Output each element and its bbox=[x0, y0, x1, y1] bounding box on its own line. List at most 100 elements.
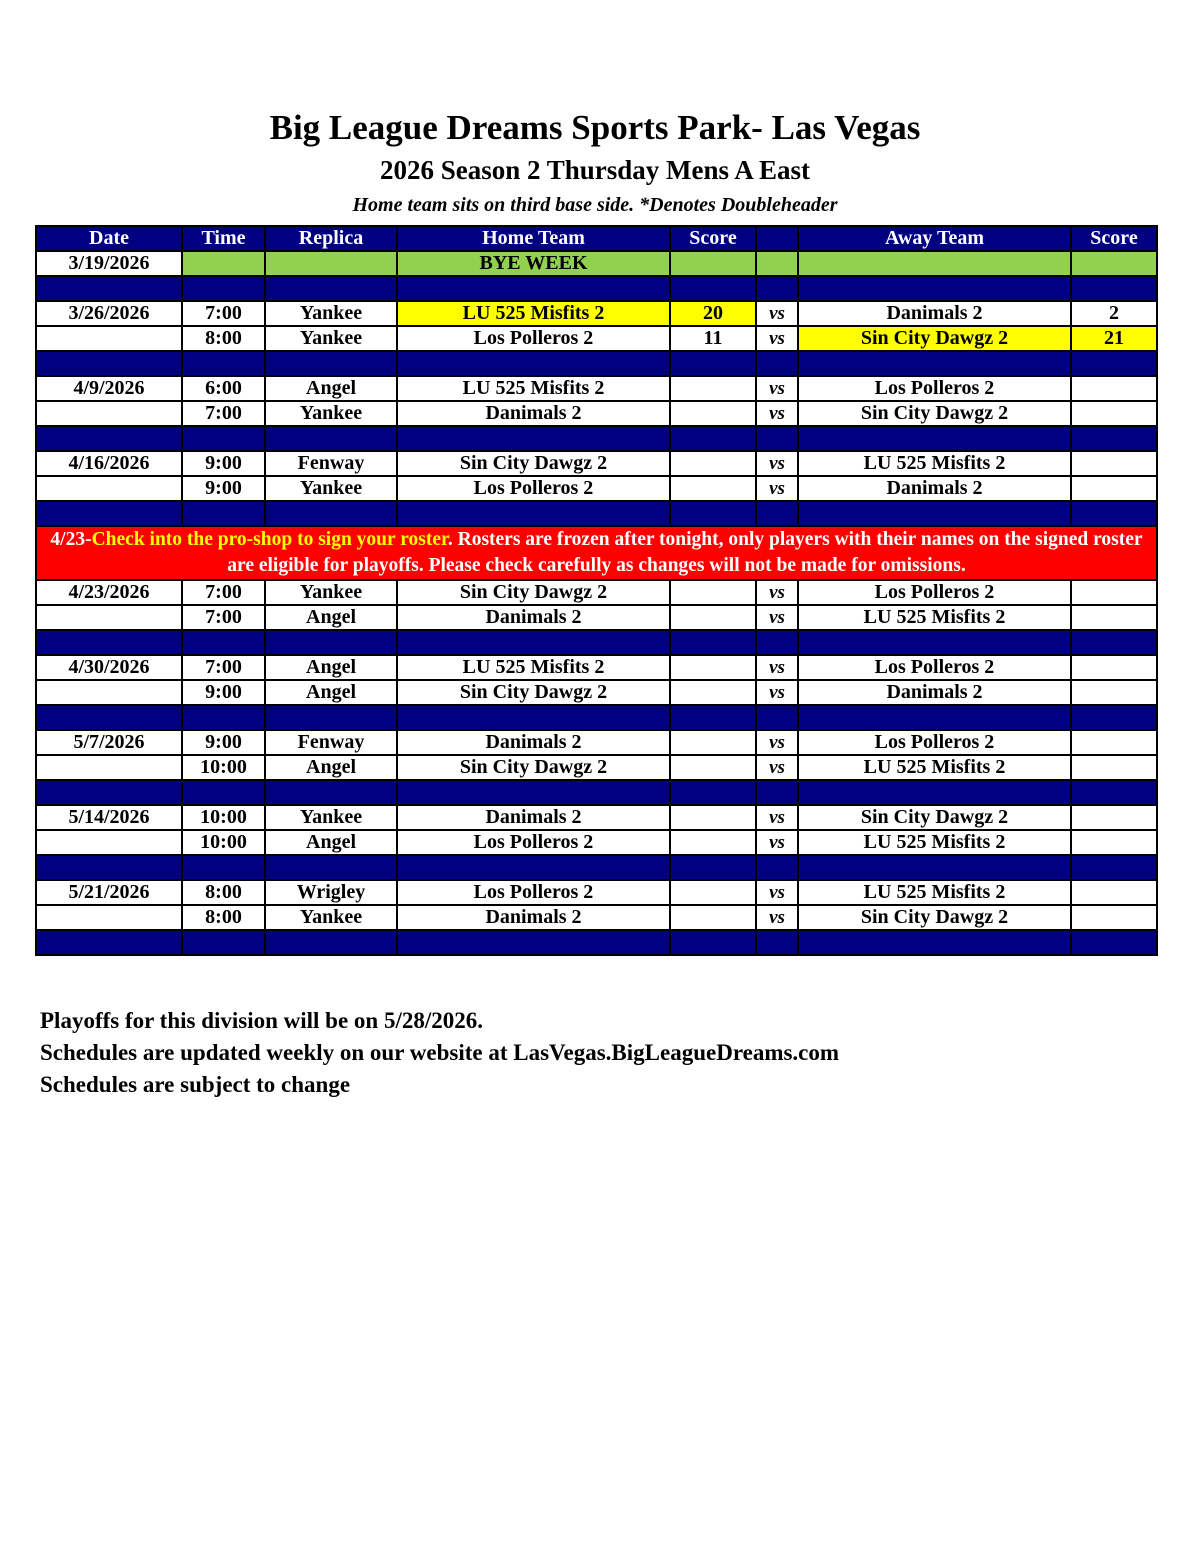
separator-cell bbox=[797, 779, 1072, 806]
time-cell: 9:00 bbox=[181, 475, 266, 502]
column-header-vs bbox=[755, 225, 799, 252]
replica-cell: Fenway bbox=[264, 729, 398, 756]
replica-cell: Yankee bbox=[264, 804, 398, 831]
away-score-cell bbox=[1070, 729, 1158, 756]
time-cell: 8:00 bbox=[181, 879, 266, 906]
separator-cell bbox=[181, 704, 266, 731]
date-cell bbox=[35, 325, 183, 352]
separator-cell bbox=[35, 929, 183, 956]
separator-cell bbox=[396, 779, 671, 806]
home-team-cell: Danimals 2 bbox=[396, 804, 671, 831]
replica-cell: Wrigley bbox=[264, 879, 398, 906]
away-team-cell: LU 525 Misfits 2 bbox=[797, 829, 1072, 856]
vs-cell: vs bbox=[755, 879, 799, 906]
separator-cell bbox=[755, 629, 799, 656]
time-cell: 8:00 bbox=[181, 904, 266, 931]
date-cell bbox=[35, 904, 183, 931]
away-team-cell: Los Polleros 2 bbox=[797, 375, 1072, 402]
week-separator bbox=[35, 500, 1158, 527]
vs-cell: vs bbox=[755, 325, 799, 352]
table-row: 10:00 Angel Los Polleros 2 vs LU 525 Misfits… bbox=[35, 829, 1158, 856]
separator-cell bbox=[669, 275, 757, 302]
vs-cell: vs bbox=[755, 450, 799, 477]
away-team-cell: Danimals 2 bbox=[797, 475, 1072, 502]
time-cell: 9:00 bbox=[181, 679, 266, 706]
table-row: 4/9/2026 6:00 Angel LU 525 Misfits 2 vs Los P… bbox=[35, 375, 1158, 402]
replica-cell: Angel bbox=[264, 754, 398, 781]
separator-cell bbox=[181, 629, 266, 656]
date-cell: 4/23/2026 bbox=[35, 579, 183, 606]
home-score-cell bbox=[669, 654, 757, 681]
column-header-home-team: Home Team bbox=[396, 225, 671, 252]
separator-cell bbox=[35, 275, 183, 302]
separator-cell bbox=[35, 425, 183, 452]
separator-cell bbox=[669, 500, 757, 527]
separator-cell bbox=[264, 275, 398, 302]
column-header-away-score: Score bbox=[1070, 225, 1158, 252]
separator-cell bbox=[35, 854, 183, 881]
home-score-cell bbox=[669, 604, 757, 631]
away-team-cell: Los Polleros 2 bbox=[797, 729, 1072, 756]
separator-cell bbox=[797, 350, 1072, 377]
empty-cell bbox=[669, 250, 757, 277]
table-row: 4/23/2026 7:00 Yankee Sin City Dawgz 2 vs Los… bbox=[35, 579, 1158, 606]
table-header: Date Time Replica Home Team Score Away Team Sc… bbox=[35, 225, 1158, 252]
home-score-cell bbox=[669, 375, 757, 402]
separator-cell bbox=[181, 929, 266, 956]
home-score-cell bbox=[669, 679, 757, 706]
away-team-cell: LU 525 Misfits 2 bbox=[797, 754, 1072, 781]
date-cell: 3/19/2026 bbox=[35, 250, 183, 277]
vs-cell: vs bbox=[755, 754, 799, 781]
vs-cell: vs bbox=[755, 300, 799, 327]
separator-cell bbox=[181, 779, 266, 806]
vs-cell: vs bbox=[755, 904, 799, 931]
separator-cell bbox=[1070, 779, 1158, 806]
away-score-cell bbox=[1070, 400, 1158, 427]
home-score-cell bbox=[669, 400, 757, 427]
away-team-cell: Danimals 2 bbox=[797, 300, 1072, 327]
away-score-cell bbox=[1070, 754, 1158, 781]
separator-cell bbox=[797, 854, 1072, 881]
separator-cell bbox=[1070, 929, 1158, 956]
separator-cell bbox=[396, 854, 671, 881]
week-separator bbox=[35, 704, 1158, 731]
away-team-cell: Danimals 2 bbox=[797, 679, 1072, 706]
vs-cell: vs bbox=[755, 475, 799, 502]
home-score-cell: 20 bbox=[669, 300, 757, 327]
away-team-cell: Sin City Dawgz 2 bbox=[797, 804, 1072, 831]
time-cell: 7:00 bbox=[181, 654, 266, 681]
home-team-cell: Danimals 2 bbox=[396, 904, 671, 931]
away-score-cell bbox=[1070, 475, 1158, 502]
date-cell: 3/26/2026 bbox=[35, 300, 183, 327]
home-score-cell bbox=[669, 879, 757, 906]
table-row: 8:00 Yankee Danimals 2 vs Sin City Dawgz 2 bbox=[35, 904, 1158, 931]
time-cell: 9:00 bbox=[181, 450, 266, 477]
time-cell: 8:00 bbox=[181, 325, 266, 352]
separator-cell bbox=[755, 275, 799, 302]
away-score-cell bbox=[1070, 375, 1158, 402]
home-score-cell bbox=[669, 475, 757, 502]
home-score-cell bbox=[669, 804, 757, 831]
week-separator bbox=[35, 350, 1158, 377]
empty-cell bbox=[1070, 250, 1158, 277]
bye-label: BYE WEEK bbox=[396, 250, 671, 277]
separator-cell bbox=[669, 779, 757, 806]
replica-cell: Angel bbox=[264, 654, 398, 681]
separator-cell bbox=[797, 704, 1072, 731]
away-score-cell bbox=[1070, 879, 1158, 906]
separator-cell bbox=[396, 500, 671, 527]
page-subtitle: 2026 Season 2 Thursday Mens A East bbox=[379, 155, 811, 185]
separator-cell bbox=[35, 629, 183, 656]
separator-cell bbox=[35, 779, 183, 806]
footer-disclaimer: Schedules are subject to change bbox=[40, 1072, 351, 1097]
date-cell bbox=[35, 604, 183, 631]
date-cell bbox=[35, 400, 183, 427]
away-score-cell bbox=[1070, 450, 1158, 477]
separator-cell bbox=[396, 425, 671, 452]
table-row: 4/16/2026 9:00 Fenway Sin City Dawgz 2 vs LU … bbox=[35, 450, 1158, 477]
time-cell bbox=[181, 250, 266, 277]
separator-cell bbox=[1070, 350, 1158, 377]
empty-cell bbox=[797, 250, 1072, 277]
replica-cell: Yankee bbox=[264, 400, 398, 427]
schedule-note: Home team sits on third base side. *Deno… bbox=[352, 194, 838, 216]
